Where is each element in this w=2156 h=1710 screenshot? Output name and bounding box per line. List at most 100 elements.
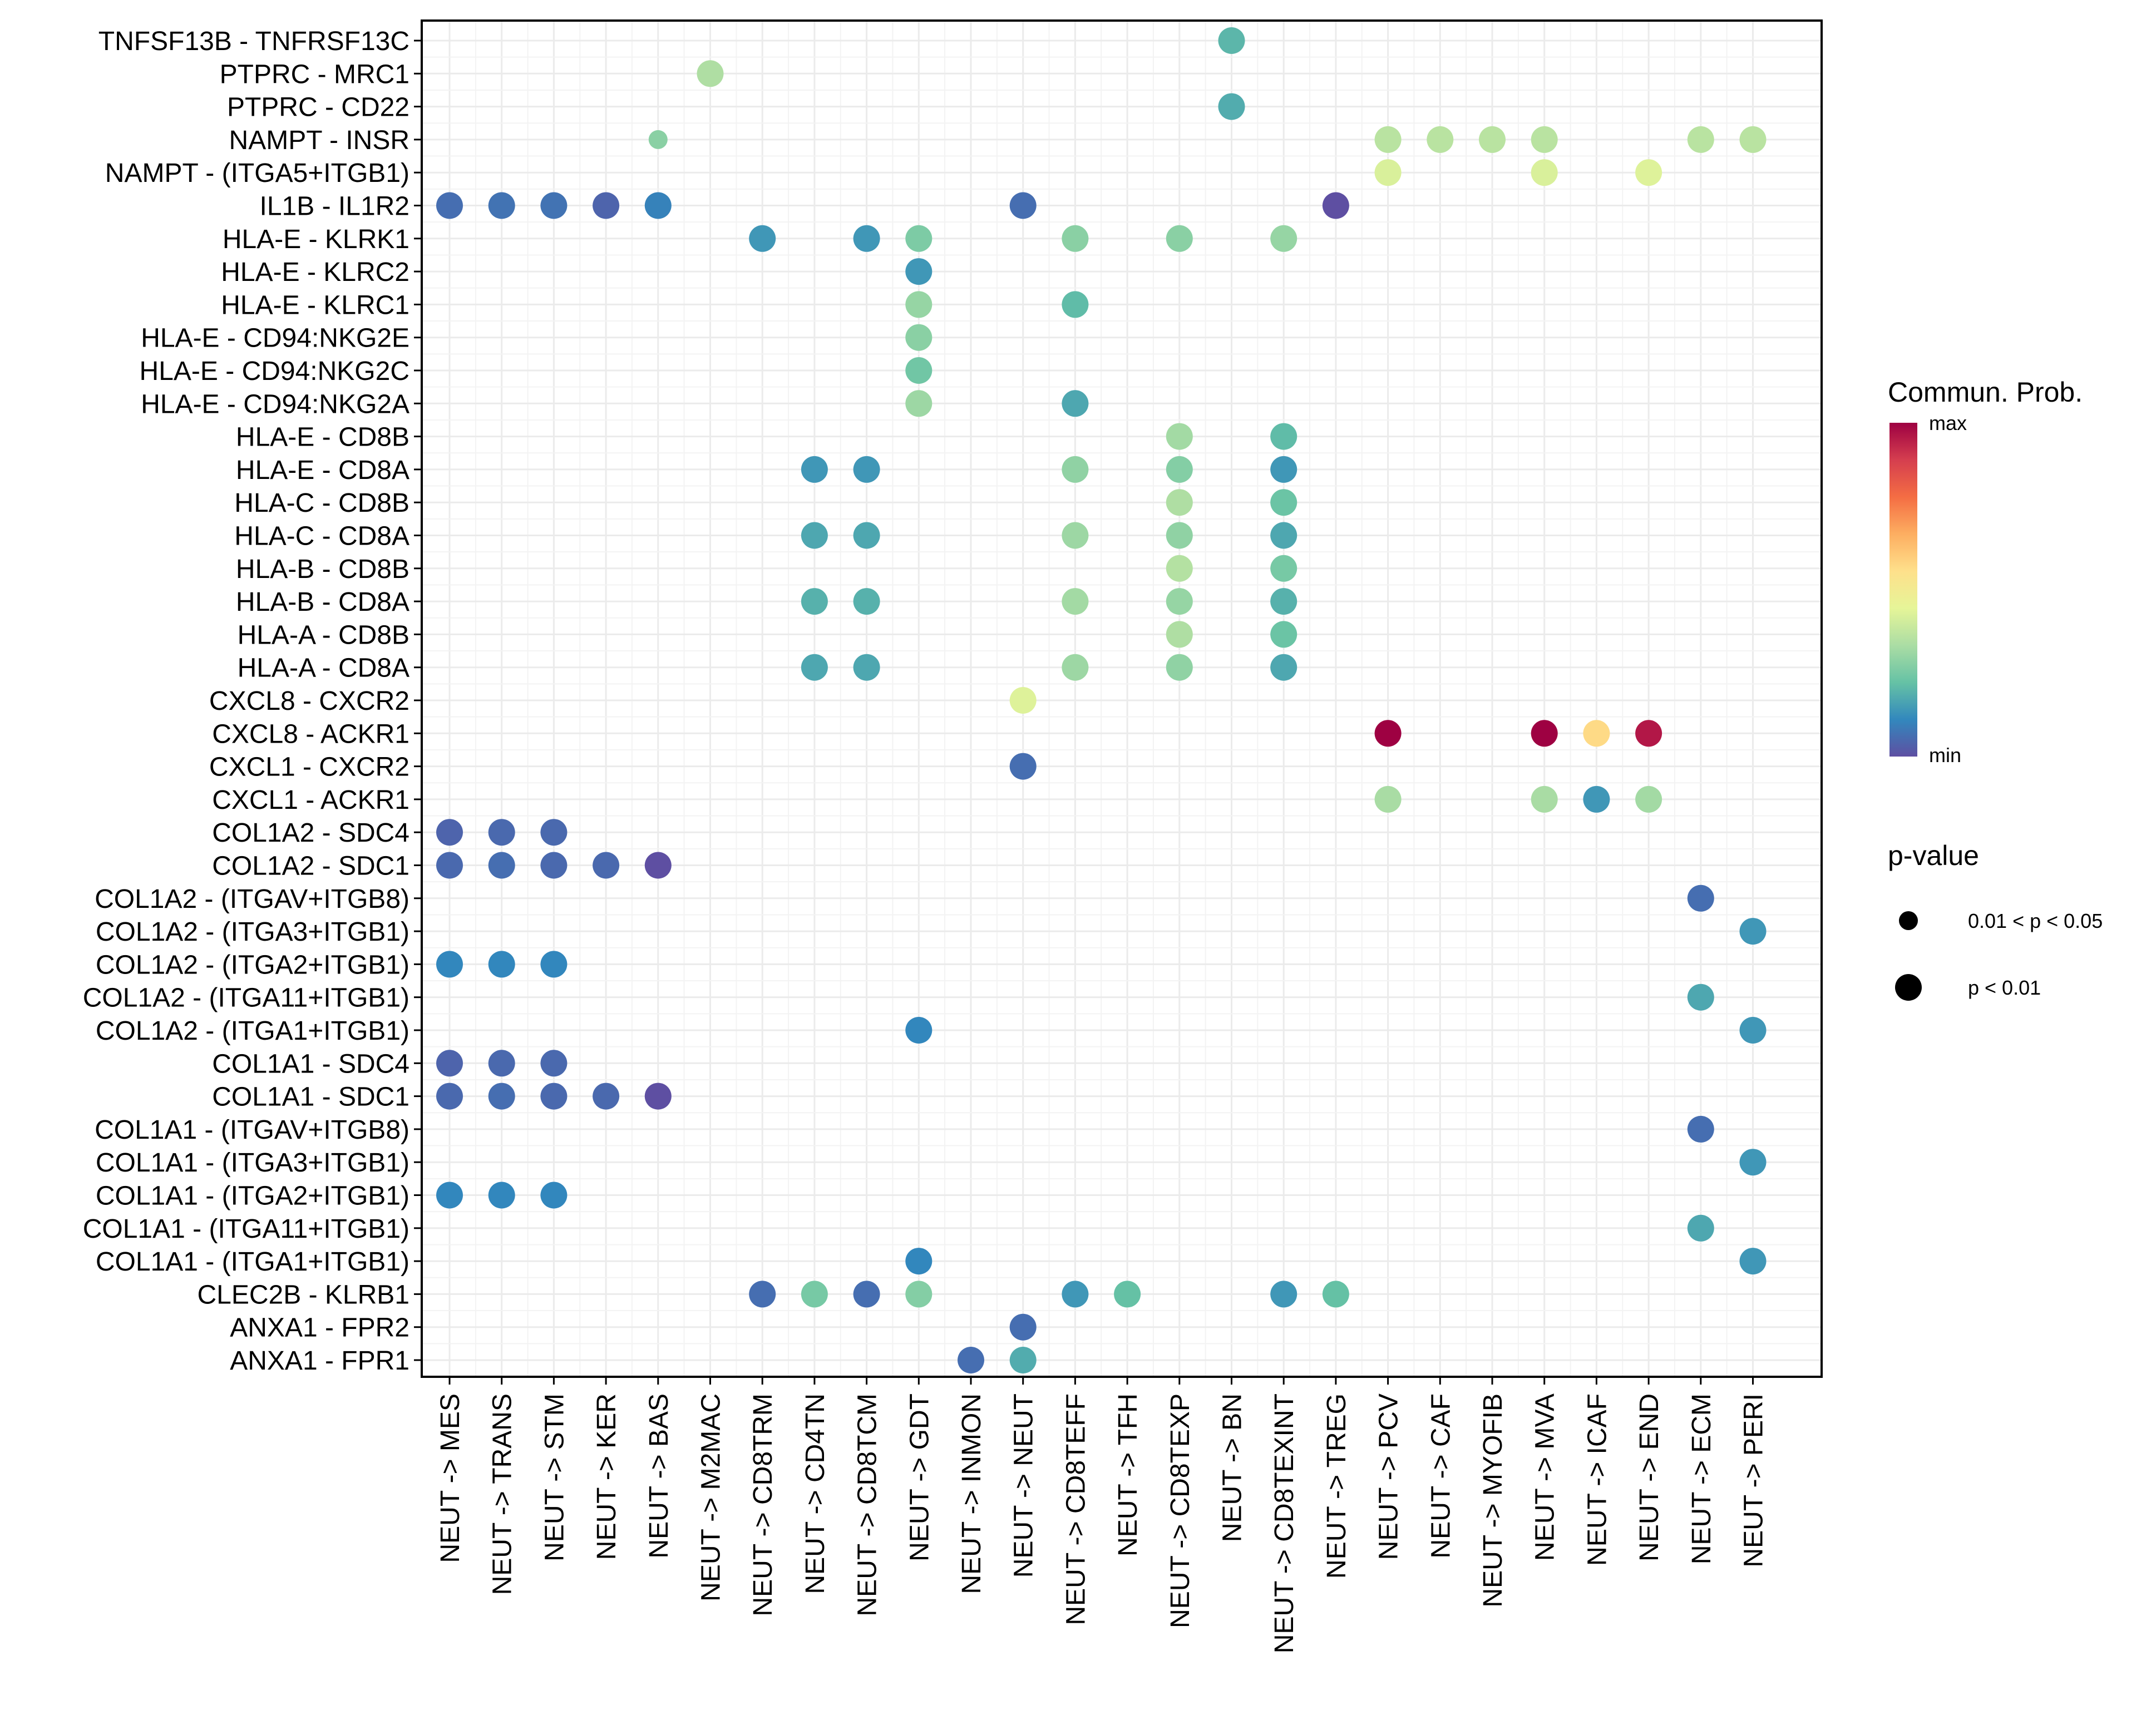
y-tick-label: NAMPT - (ITGA5+ITGB1) [105,159,410,188]
data-point [1009,192,1037,219]
y-tick-label: HLA-E - CD8A [236,456,410,485]
data-point [488,1182,515,1209]
data-point [1687,884,1714,912]
data-point [749,1281,776,1308]
x-tick-label: NEUT -> MYOFIB [1478,1393,1508,1608]
data-point [436,819,463,846]
data-point [436,951,463,978]
pvalue-legend-title: p-value [1888,840,1979,871]
data-point [853,654,880,681]
data-point [540,951,568,978]
y-tick-label: COL1A1 - (ITGAV+ITGB8) [95,1115,410,1145]
y-tick-label: COL1A2 - SDC1 [212,852,410,881]
data-point [436,1050,463,1077]
y-tick-label: TNFSF13B - TNFRSF13C [98,27,410,56]
data-point [1687,1115,1714,1143]
data-point [1739,1017,1767,1044]
y-tick-label: COL1A2 - (ITGA11+ITGB1) [83,984,410,1013]
data-point [1270,588,1297,615]
x-tick-label: NEUT -> CD8TEXINT [1270,1393,1299,1653]
y-tick-label: HLA-E - KLRK1 [223,225,410,254]
data-point [644,1083,672,1110]
data-point [905,1017,933,1044]
x-tick-label: NEUT -> END [1635,1393,1664,1561]
data-point [1531,785,1558,813]
x-tick-label: NEUT -> M2MAC [697,1393,726,1602]
y-tick-label: COL1A2 - (ITGA3+ITGB1) [96,917,410,947]
data-point [1062,390,1089,417]
x-tick-label: NEUT -> ICAF [1582,1393,1612,1566]
y-tick-label: HLA-E - CD94:NKG2A [141,389,410,419]
x-tick-label: NEUT -> BN [1218,1393,1247,1542]
data-point [1739,126,1767,153]
x-tick-label: NEUT -> CD8TRM [748,1393,778,1616]
data-point [1635,720,1662,747]
plot-background [422,21,1822,1377]
data-point [1635,785,1662,813]
data-point [801,522,828,549]
x-tick-label: NEUT -> GDT [905,1393,934,1561]
x-tick-label: NEUT -> CD4TN [801,1393,830,1594]
data-point [488,852,515,879]
y-tick-label: CXCL8 - ACKR1 [212,719,410,749]
y-tick-label: CXCL1 - CXCR2 [209,753,410,782]
y-tick-label: CXCL8 - CXCR2 [209,686,410,716]
y-tick-label: HLA-C - CD8B [234,488,410,518]
y-axis: TNFSF13B - TNFRSF13C PTPRC - MRC1 PTPRC - … [83,27,422,1376]
data-point [1374,720,1402,747]
data-point [1322,1281,1349,1308]
y-tick-label: HLA-E - CD8B [236,423,410,452]
data-point [801,588,828,615]
y-tick-label: IL1B - IL1R2 [260,192,410,221]
data-point [801,456,828,483]
x-axis: NEUT -> MES NEUT -> TRANS NEUT -> STM NEUT … [436,1377,1769,1653]
data-point [1531,720,1558,747]
data-point [1166,654,1193,681]
data-point [593,1083,620,1110]
data-point [905,1281,933,1308]
data-point [1270,1281,1297,1308]
data-point [905,324,933,351]
data-point [540,1083,568,1110]
data-point [1062,654,1089,681]
data-point [853,588,880,615]
data-point [1009,1313,1037,1341]
data-point [488,1050,515,1077]
data-point [1114,1281,1141,1308]
y-tick-label: HLA-E - KLRC1 [221,290,410,320]
data-point [1166,555,1193,582]
color-bar [1889,423,1917,757]
data-point [853,225,880,252]
y-tick-label: COL1A1 - SDC4 [212,1049,410,1079]
x-tick-label: NEUT -> CD8TCM [853,1393,882,1616]
y-tick-label: COL1A1 - (ITGA11+ITGB1) [83,1214,410,1244]
y-tick-label: COL1A1 - SDC1 [212,1083,410,1112]
data-point [1270,423,1297,450]
x-tick-label: NEUT -> TFH [1113,1393,1143,1556]
data-point [1479,126,1506,153]
data-point [1062,522,1089,549]
data-point [1270,225,1297,252]
y-tick-label: PTPRC - CD22 [227,93,410,122]
data-point [1270,654,1297,681]
data-point [1166,456,1193,483]
data-point [1062,588,1089,615]
pvalue-legend-label-low: p < 0.01 [1968,976,2041,999]
data-point [540,1182,568,1209]
color-legend-max-label: max [1929,412,1967,434]
x-tick-label: NEUT -> MES [436,1393,465,1563]
y-tick-label: NAMPT - INSR [229,126,410,155]
data-point [697,60,724,87]
x-tick-label: NEUT -> MVA [1531,1393,1560,1561]
data-point [1739,1248,1767,1275]
data-point [488,1083,515,1110]
data-point [436,1083,463,1110]
data-point [801,654,828,681]
data-point [1270,522,1297,549]
data-point [1583,720,1610,747]
x-tick-label: NEUT -> TREG [1322,1393,1351,1579]
pvalue-legend-key-low [1895,974,1922,1001]
y-tick-label: HLA-E - CD94:NKG2C [140,357,410,386]
data-point [1166,423,1193,450]
y-tick-label: COL1A2 - (ITGAV+ITGB8) [95,884,410,914]
